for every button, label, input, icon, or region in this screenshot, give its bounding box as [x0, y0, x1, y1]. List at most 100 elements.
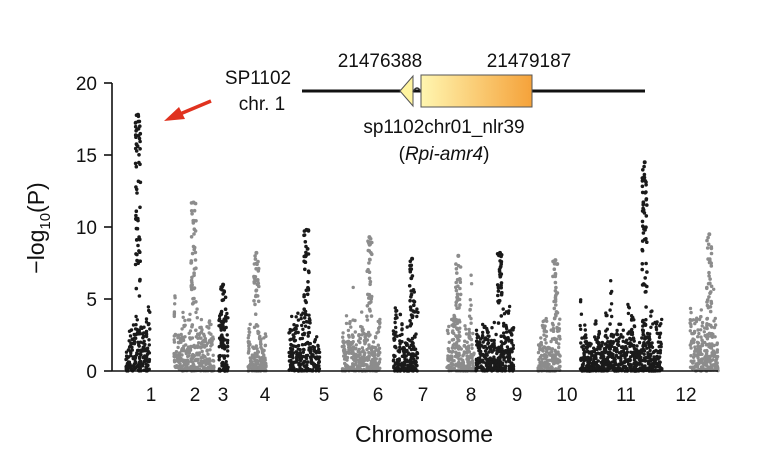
snp-point — [705, 238, 709, 243]
snp-point — [695, 365, 700, 369]
snp-point — [409, 356, 413, 360]
snp-point — [288, 338, 292, 342]
snp-point — [632, 343, 636, 348]
snp-point — [136, 329, 140, 333]
snp-point — [255, 352, 259, 357]
snp-point — [305, 363, 309, 367]
snp-point — [470, 355, 474, 359]
snp-point — [367, 343, 371, 347]
snp-point — [410, 274, 415, 278]
snp-point — [496, 289, 501, 293]
snp-point — [256, 299, 261, 304]
snp-point — [550, 347, 555, 351]
snp-point — [625, 350, 630, 354]
snp-point — [400, 327, 404, 331]
snp-point — [704, 343, 709, 347]
snp-point — [254, 344, 258, 348]
snp-point — [457, 306, 461, 310]
snp-point — [372, 351, 377, 356]
snp-point — [498, 265, 503, 270]
snp-point — [459, 347, 463, 351]
snp-point — [599, 343, 604, 347]
snp-point — [252, 280, 256, 284]
snp-point — [649, 310, 653, 314]
snp-point — [378, 366, 382, 370]
snp-point — [452, 324, 456, 329]
snp-point — [124, 350, 129, 354]
snp-point — [189, 261, 193, 265]
snp-point — [465, 366, 469, 370]
snp-point — [189, 359, 193, 363]
chromosome-9-points — [474, 250, 516, 373]
snp-point — [342, 350, 346, 355]
snp-point — [626, 302, 630, 307]
snp-point — [172, 311, 177, 316]
snp-point — [256, 349, 260, 354]
snp-point — [628, 362, 633, 367]
snp-point — [689, 354, 693, 358]
snp-point — [463, 324, 467, 328]
snp-point — [467, 330, 472, 335]
snp-point — [641, 209, 646, 214]
snp-point — [581, 344, 586, 348]
snp-point — [635, 344, 639, 348]
snp-point — [712, 343, 716, 348]
snp-point — [465, 340, 469, 344]
y-tick-label: 15 — [76, 146, 97, 167]
snp-point — [713, 335, 717, 339]
snp-point — [610, 344, 614, 349]
gene-name-label: (Rpi-amr4) — [399, 144, 490, 165]
snp-point — [304, 356, 309, 361]
snp-point — [135, 252, 139, 257]
snp-point — [587, 351, 591, 355]
snp-point — [508, 330, 512, 334]
snp-point — [644, 305, 648, 309]
snp-point — [138, 205, 142, 210]
snp-point — [191, 362, 195, 366]
snp-point — [490, 350, 494, 354]
snp-point — [693, 321, 697, 326]
snp-point — [198, 336, 202, 340]
snp-point — [182, 323, 186, 328]
snp-point — [317, 350, 321, 355]
snp-point — [257, 337, 262, 341]
snp-point — [511, 343, 515, 348]
snp-point — [594, 322, 598, 326]
snp-point — [699, 328, 703, 332]
snp-point — [486, 337, 490, 342]
snp-point — [413, 353, 417, 357]
snp-point — [451, 337, 456, 342]
snp-point — [415, 314, 419, 319]
snp-point — [499, 292, 504, 297]
snp-point — [625, 347, 629, 351]
snp-point — [412, 366, 416, 370]
snp-point — [556, 359, 561, 363]
snp-point — [300, 323, 304, 328]
snp-point — [621, 335, 625, 339]
snp-point — [147, 367, 151, 371]
snp-point — [223, 316, 228, 321]
snp-point — [305, 292, 310, 297]
x-ticks: 1 2 3 4 5 6 7 8 9 10 11 12 — [146, 385, 697, 406]
snp-point — [194, 266, 198, 271]
snp-point — [184, 363, 188, 368]
snp-point — [696, 328, 700, 332]
snp-point — [259, 342, 263, 346]
snp-point — [222, 290, 227, 294]
snp-point — [264, 363, 268, 368]
snp-point — [469, 316, 473, 321]
snp-point — [502, 331, 506, 335]
snp-point — [456, 338, 460, 342]
snp-point — [172, 334, 176, 338]
snp-point — [393, 306, 397, 310]
snp-point — [136, 243, 140, 248]
snp-point — [130, 348, 134, 352]
snp-point — [702, 330, 706, 334]
snp-point — [707, 270, 711, 275]
snp-point — [579, 327, 583, 331]
snp-point — [471, 361, 475, 366]
snp-point — [554, 292, 559, 296]
x-tick-label-chromosome-1: 1 — [146, 385, 157, 406]
snp-point — [412, 310, 417, 314]
snp-point — [642, 349, 647, 353]
